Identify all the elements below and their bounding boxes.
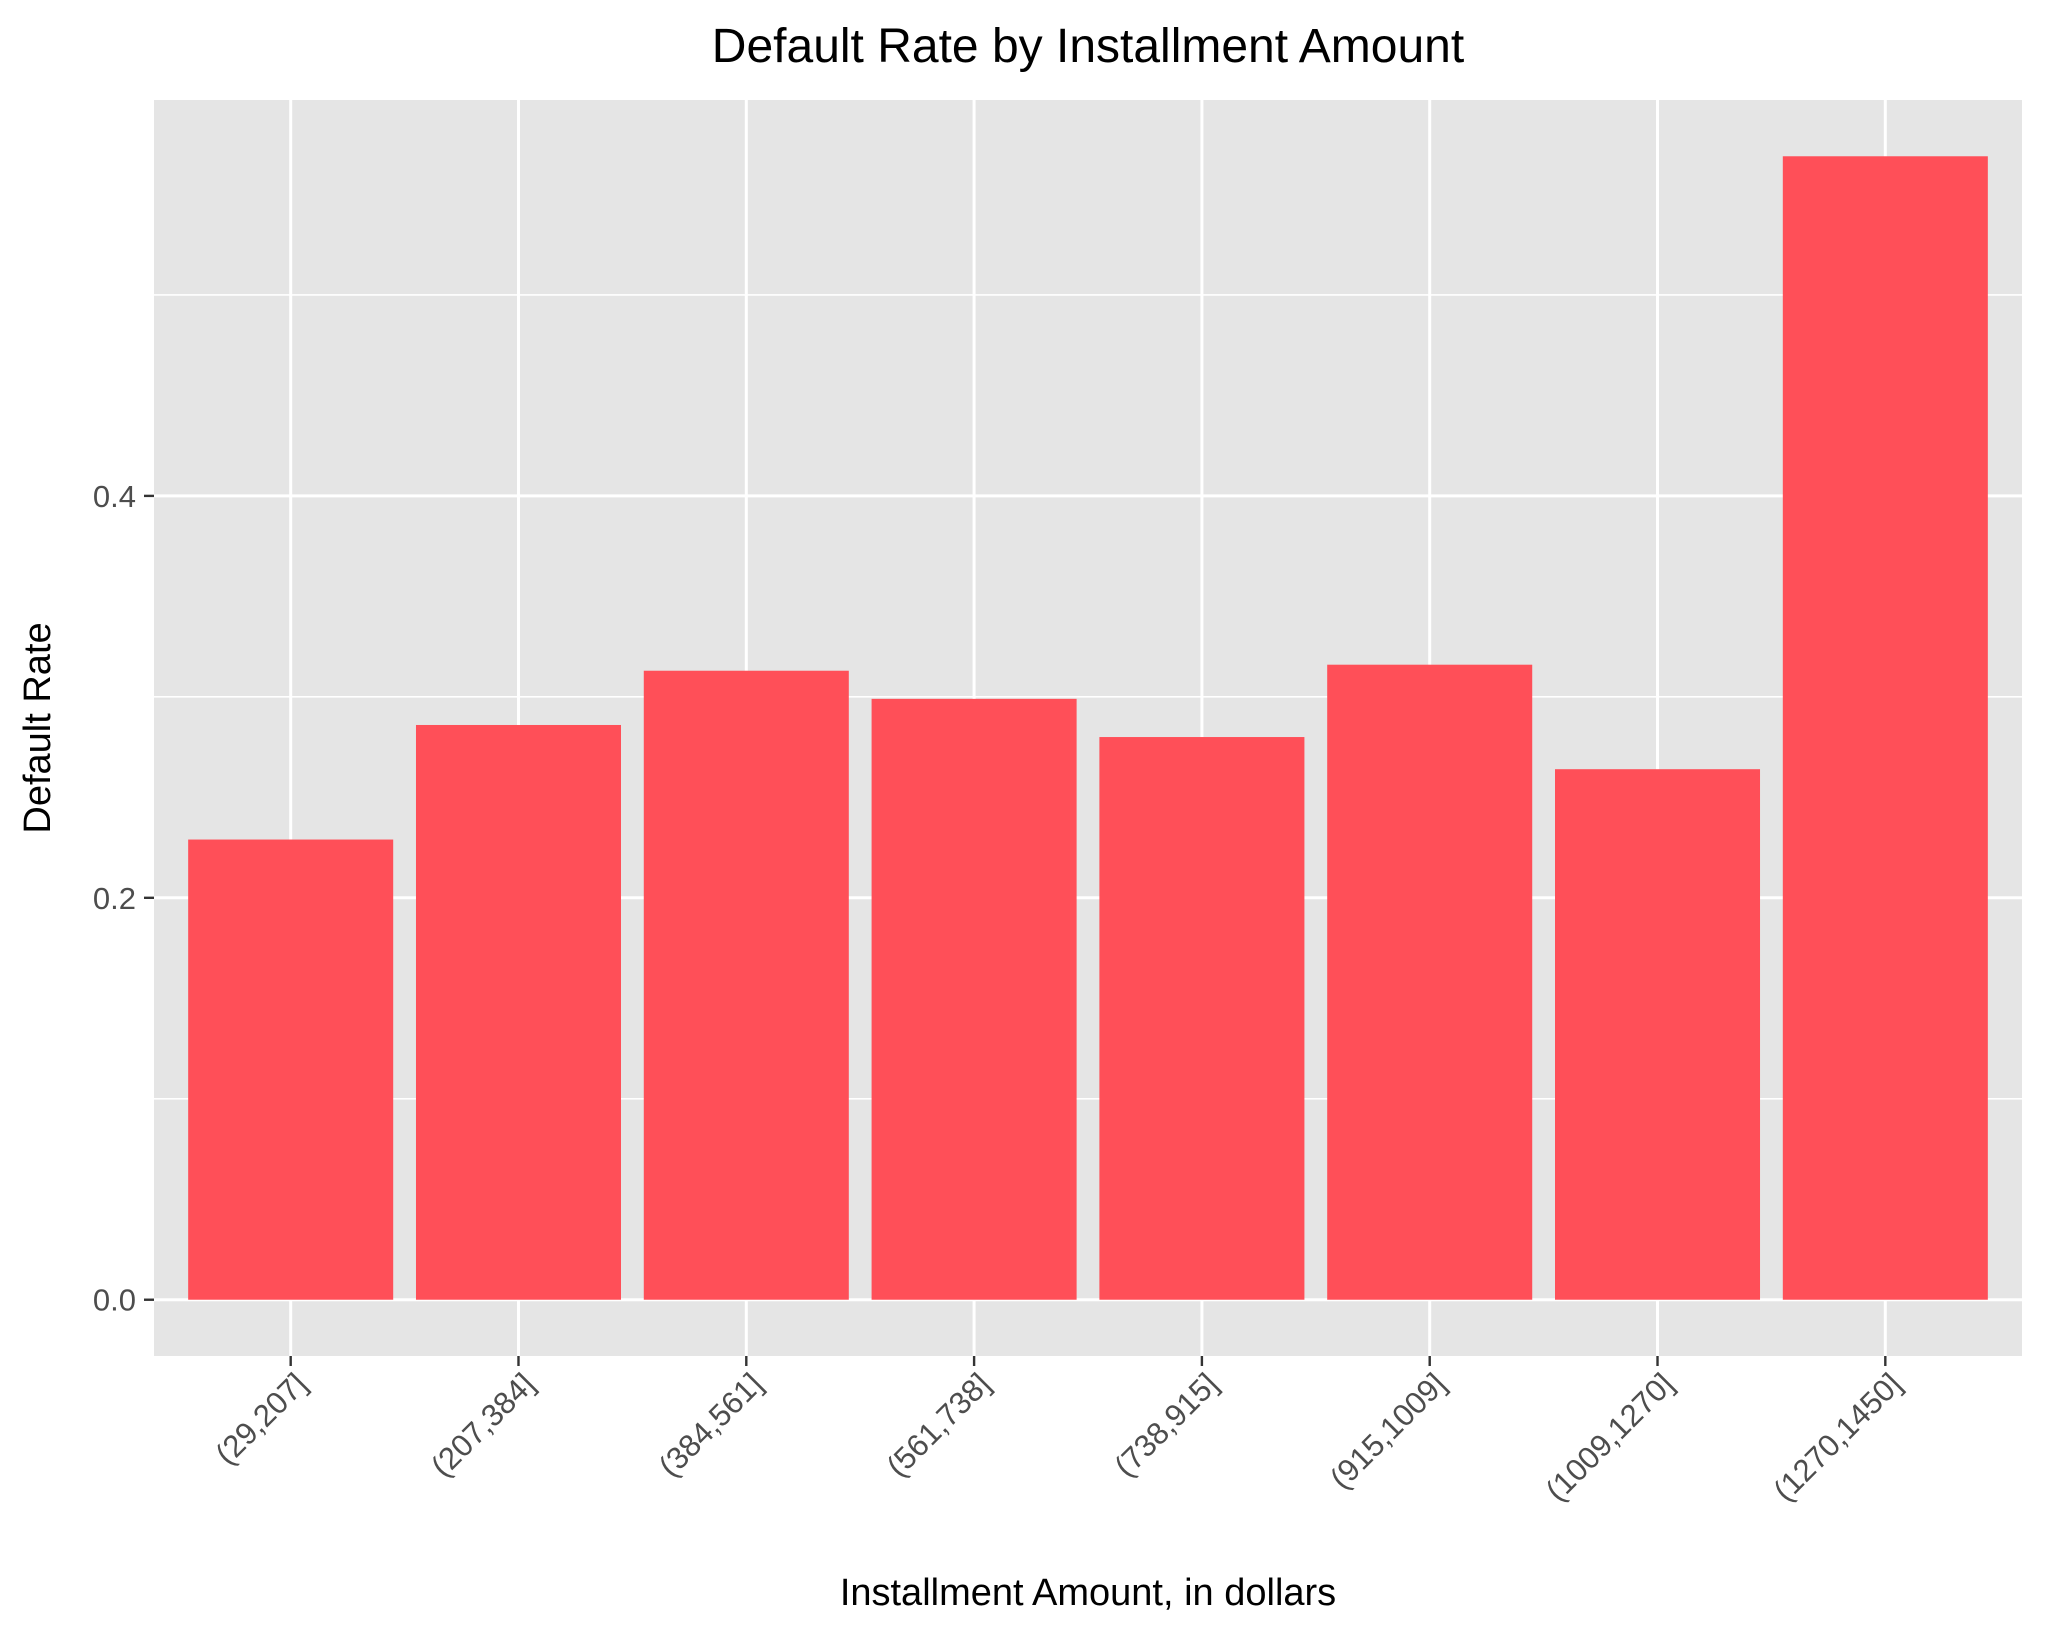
bars xyxy=(188,156,1988,1300)
bar xyxy=(188,839,394,1300)
y-axis-title: Default Rate xyxy=(17,622,59,833)
bar xyxy=(871,698,1077,1300)
bar xyxy=(1782,156,1988,1300)
chart-title: Default Rate by Installment Amount xyxy=(712,20,1464,73)
y-tick-label: 0.2 xyxy=(93,881,136,916)
x-axis-title: Installment Amount, in dollars xyxy=(840,1572,1336,1614)
x-tick-label: (915,1009] xyxy=(1323,1366,1453,1496)
bar xyxy=(1555,769,1761,1300)
y-tick-label: 0.4 xyxy=(93,479,136,514)
x-tick-label: (561,738] xyxy=(880,1366,997,1483)
bar xyxy=(1327,664,1533,1300)
y-tick-label: 0.0 xyxy=(93,1283,136,1318)
bar xyxy=(415,724,621,1300)
bar xyxy=(643,670,849,1300)
x-tick-label: (1270,1450] xyxy=(1767,1366,1909,1508)
x-tick-label: (1009,1270] xyxy=(1539,1366,1681,1508)
x-tick-label: (738,915] xyxy=(1107,1366,1224,1483)
x-tick-label: (207,384] xyxy=(424,1366,541,1483)
x-tick-label: (384,561] xyxy=(652,1366,769,1483)
bar xyxy=(1099,737,1305,1300)
x-tick-label: (29,207] xyxy=(208,1366,313,1471)
